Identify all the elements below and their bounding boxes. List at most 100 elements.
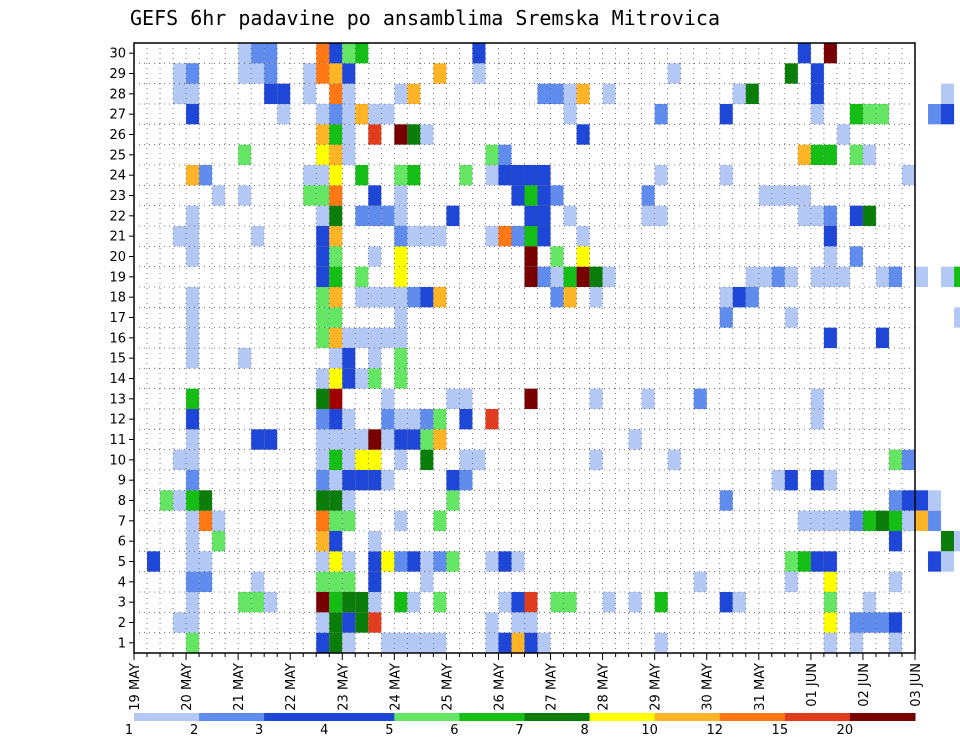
heatmap-cell <box>316 368 330 389</box>
heatmap-cell <box>511 551 525 572</box>
heatmap-cell <box>407 165 421 186</box>
y-tick-label: 9 <box>118 474 126 489</box>
legend-label: 4 <box>320 723 328 738</box>
y-tick-label: 27 <box>109 108 126 123</box>
heatmap-cell <box>368 592 382 613</box>
heatmap-cell <box>888 531 902 552</box>
heatmap-cell <box>394 592 408 613</box>
heatmap-cell <box>186 165 200 186</box>
y-tick-label: 24 <box>109 169 126 184</box>
heatmap-cell <box>342 510 356 531</box>
x-tick-label: 25 MAY <box>440 663 455 711</box>
heatmap-cell <box>316 266 330 287</box>
heatmap-cell <box>485 409 499 430</box>
heatmap-cell <box>199 571 213 592</box>
x-tick-label: 03 JUN <box>909 663 924 707</box>
heatmap-cell <box>342 429 356 450</box>
heatmap-cell <box>433 510 447 531</box>
heatmap-cell <box>784 470 798 491</box>
heatmap-cell <box>407 429 421 450</box>
heatmap-cell <box>342 632 356 653</box>
heatmap-cell <box>823 592 837 613</box>
heatmap-cell <box>524 205 538 226</box>
heatmap-cell <box>316 551 330 572</box>
heatmap-cell <box>589 388 603 409</box>
heatmap-cell <box>277 104 291 125</box>
heatmap-cell <box>524 388 538 409</box>
heatmap-cell <box>563 266 577 287</box>
x-tick-label: 30 MAY <box>701 663 716 711</box>
heatmap-cell <box>823 571 837 592</box>
heatmap-cell <box>823 246 837 267</box>
y-tick-label: 7 <box>118 514 126 529</box>
heatmap-cell <box>329 83 343 104</box>
heatmap-cell <box>576 266 590 287</box>
heatmap-cell <box>576 226 590 247</box>
heatmap-cell <box>849 510 863 531</box>
heatmap-cell <box>186 531 200 552</box>
heatmap-cell <box>498 551 512 572</box>
heatmap-cell <box>862 612 876 633</box>
heatmap-cell <box>264 63 278 84</box>
chart-title: GEFS 6hr padavine po ansamblima Sremska … <box>130 6 721 30</box>
heatmap-cell <box>823 226 837 247</box>
y-tick-label: 30 <box>109 47 126 62</box>
heatmap-cell <box>602 266 616 287</box>
heatmap-cell <box>915 510 929 531</box>
heatmap-cell <box>537 185 551 206</box>
heatmap-cell <box>459 449 473 470</box>
heatmap-cell <box>186 470 200 491</box>
heatmap-cell <box>186 592 200 613</box>
heatmap-cell <box>433 226 447 247</box>
heatmap-cell <box>745 266 759 287</box>
heatmap-cell <box>797 510 811 531</box>
heatmap-cell <box>342 612 356 633</box>
heatmap-cell <box>524 246 538 267</box>
heatmap-cell <box>941 83 955 104</box>
legend-label: 3 <box>255 723 263 738</box>
heatmap-cell <box>329 470 343 491</box>
heatmap-cell <box>407 287 421 308</box>
heatmap-cell <box>537 165 551 186</box>
heatmap-cell <box>915 490 929 511</box>
legend-label: 2 <box>190 723 198 738</box>
heatmap-cell <box>264 43 278 64</box>
heatmap-cell <box>823 266 837 287</box>
heatmap-cell <box>329 490 343 511</box>
heatmap-cell <box>875 266 889 287</box>
legend-swatch <box>459 713 525 721</box>
heatmap-cell <box>433 592 447 613</box>
heatmap-cell <box>199 510 213 531</box>
heatmap-cell <box>329 307 343 328</box>
heatmap-cell <box>394 409 408 430</box>
heatmap-cell <box>368 470 382 491</box>
heatmap-cell <box>303 63 317 84</box>
heatmap-cell <box>212 185 226 206</box>
heatmap-cell <box>719 165 733 186</box>
heatmap-cell <box>199 490 213 511</box>
heatmap-cell <box>563 83 577 104</box>
y-tick-label: 19 <box>109 270 126 285</box>
heatmap-cell <box>745 83 759 104</box>
heatmap-cell <box>758 266 772 287</box>
heatmap-cell <box>316 165 330 186</box>
heatmap-cell <box>238 43 252 64</box>
heatmap-cell <box>329 246 343 267</box>
heatmap-cell <box>342 592 356 613</box>
heatmap-cell <box>264 83 278 104</box>
heatmap-cell <box>511 632 525 653</box>
heatmap-cell <box>537 266 551 287</box>
heatmap-cell <box>602 592 616 613</box>
heatmap-cell <box>381 409 395 430</box>
heatmap-cell <box>316 287 330 308</box>
heatmap-cell <box>784 307 798 328</box>
heatmap-cell <box>628 592 642 613</box>
heatmap-cell <box>667 449 681 470</box>
heatmap-cell <box>342 104 356 125</box>
heatmap-cell <box>355 104 369 125</box>
heatmap-cell <box>316 409 330 430</box>
heatmap-cell <box>928 510 942 531</box>
y-tick-label: 5 <box>118 555 126 570</box>
heatmap-cell <box>329 348 343 369</box>
heatmap-cell <box>355 449 369 470</box>
